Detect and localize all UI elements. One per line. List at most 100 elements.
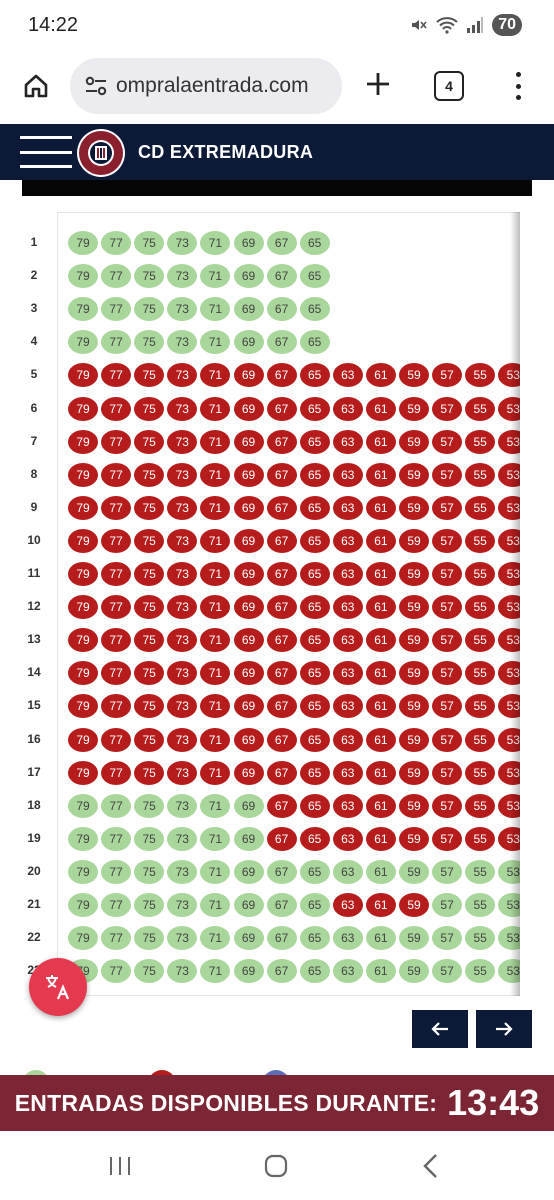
seat-available[interactable]: 71 [200, 231, 231, 255]
seat-occupied[interactable]: 67 [266, 429, 297, 454]
seat-occupied[interactable]: 67 [266, 595, 297, 620]
seat-available[interactable]: 53 [498, 859, 520, 884]
seat-occupied[interactable]: 71 [200, 363, 231, 388]
seat-occupied[interactable]: 61 [365, 462, 396, 487]
seat-occupied[interactable]: 75 [134, 661, 165, 686]
seat-available[interactable]: 57 [432, 893, 463, 917]
seat-occupied[interactable]: 61 [365, 528, 396, 553]
seat-occupied[interactable]: 77 [101, 396, 132, 421]
seat-occupied[interactable]: 71 [200, 595, 231, 620]
seat-available[interactable]: 73 [167, 231, 198, 255]
seat-occupied[interactable]: 67 [266, 363, 297, 388]
seat-occupied[interactable]: 59 [399, 528, 429, 553]
seat-occupied[interactable]: 55 [465, 562, 496, 586]
seat-available[interactable]: 77 [101, 231, 132, 255]
seat-available[interactable]: 59 [399, 859, 429, 884]
seat-occupied[interactable]: 53 [498, 363, 520, 388]
seat-available[interactable]: 65 [299, 859, 330, 884]
seat-occupied[interactable]: 61 [365, 363, 396, 388]
previous-button[interactable] [412, 1010, 468, 1048]
seat-occupied[interactable]: 55 [465, 528, 496, 553]
seat-occupied[interactable]: 53 [498, 595, 520, 620]
seat-occupied[interactable]: 65 [299, 528, 330, 553]
seat-occupied[interactable]: 73 [167, 495, 198, 520]
seat-available[interactable]: 75 [134, 231, 165, 255]
seat-occupied[interactable]: 77 [101, 694, 132, 719]
seat-occupied[interactable]: 61 [365, 595, 396, 620]
seat-occupied[interactable]: 55 [465, 429, 496, 454]
seat-available[interactable]: 73 [167, 264, 198, 289]
seat-occupied[interactable]: 79 [68, 727, 98, 752]
seat-occupied[interactable]: 57 [432, 661, 463, 686]
seat-available[interactable]: 77 [101, 859, 132, 884]
seat-occupied[interactable]: 61 [365, 495, 396, 520]
seat-available[interactable]: 79 [68, 793, 98, 818]
seat-occupied[interactable]: 53 [498, 396, 520, 421]
seat-available[interactable]: 65 [299, 926, 330, 951]
seat-occupied[interactable]: 63 [332, 760, 363, 785]
seat-occupied[interactable]: 65 [299, 760, 330, 785]
seat-available[interactable]: 77 [101, 959, 132, 984]
seat-occupied[interactable]: 67 [266, 562, 297, 586]
seat-available[interactable]: 59 [399, 926, 429, 951]
seat-occupied[interactable]: 61 [365, 793, 396, 818]
seat-occupied[interactable]: 75 [134, 760, 165, 785]
seat-available[interactable]: 73 [167, 959, 198, 984]
seat-occupied[interactable]: 59 [399, 760, 429, 785]
seat-occupied[interactable]: 71 [200, 562, 231, 586]
seat-available[interactable]: 77 [101, 793, 132, 818]
seat-occupied[interactable]: 61 [365, 396, 396, 421]
seat-available[interactable]: 77 [101, 893, 132, 917]
seat-occupied[interactable]: 65 [299, 595, 330, 620]
seat-occupied[interactable]: 67 [266, 793, 297, 818]
seat-occupied[interactable]: 75 [134, 694, 165, 719]
seat-occupied[interactable]: 69 [233, 429, 264, 454]
seat-available[interactable]: 73 [167, 297, 198, 322]
seat-available[interactable]: 69 [233, 330, 264, 355]
seat-occupied[interactable]: 59 [399, 727, 429, 752]
seat-available[interactable]: 67 [266, 297, 297, 322]
seat-occupied[interactable]: 69 [233, 396, 264, 421]
seat-occupied[interactable]: 53 [498, 694, 520, 719]
seat-occupied[interactable]: 71 [200, 495, 231, 520]
seat-occupied[interactable]: 53 [498, 826, 520, 851]
seat-occupied[interactable]: 67 [266, 727, 297, 752]
seat-occupied[interactable]: 63 [332, 528, 363, 553]
seat-occupied[interactable]: 79 [68, 694, 98, 719]
seat-occupied[interactable]: 57 [432, 528, 463, 553]
seat-occupied[interactable]: 69 [233, 727, 264, 752]
seat-available[interactable]: 73 [167, 859, 198, 884]
seat-occupied[interactable]: 73 [167, 628, 198, 653]
seat-available[interactable]: 71 [200, 959, 231, 984]
seat-occupied[interactable]: 55 [465, 363, 496, 388]
seat-available[interactable]: 61 [365, 859, 396, 884]
seat-occupied[interactable]: 55 [465, 826, 496, 851]
seat-available[interactable]: 71 [200, 264, 231, 289]
seat-occupied[interactable]: 53 [498, 495, 520, 520]
seat-occupied[interactable]: 75 [134, 363, 165, 388]
seat-occupied[interactable]: 53 [498, 462, 520, 487]
seat-available[interactable]: 69 [233, 264, 264, 289]
seat-occupied[interactable]: 59 [399, 562, 429, 586]
seat-available[interactable]: 69 [233, 826, 264, 851]
seat-available[interactable]: 69 [233, 959, 264, 984]
seat-available[interactable]: 55 [465, 926, 496, 951]
seat-available[interactable]: 77 [101, 330, 132, 355]
seat-occupied[interactable]: 57 [432, 462, 463, 487]
seat-occupied[interactable]: 61 [365, 661, 396, 686]
seat-occupied[interactable]: 77 [101, 661, 132, 686]
seat-available[interactable]: 79 [68, 264, 98, 289]
seat-available[interactable]: 53 [498, 926, 520, 951]
seat-occupied[interactable]: 63 [332, 462, 363, 487]
seat-occupied[interactable]: 53 [498, 661, 520, 686]
seat-available[interactable]: 67 [266, 926, 297, 951]
seat-occupied[interactable]: 61 [365, 826, 396, 851]
seat-occupied[interactable]: 57 [432, 760, 463, 785]
seat-occupied[interactable]: 67 [266, 826, 297, 851]
seat-available[interactable]: 73 [167, 793, 198, 818]
seat-occupied[interactable]: 67 [266, 628, 297, 653]
seat-occupied[interactable]: 61 [365, 694, 396, 719]
seat-occupied[interactable]: 55 [465, 462, 496, 487]
seat-available[interactable]: 75 [134, 330, 165, 355]
seat-occupied[interactable]: 53 [498, 793, 520, 818]
